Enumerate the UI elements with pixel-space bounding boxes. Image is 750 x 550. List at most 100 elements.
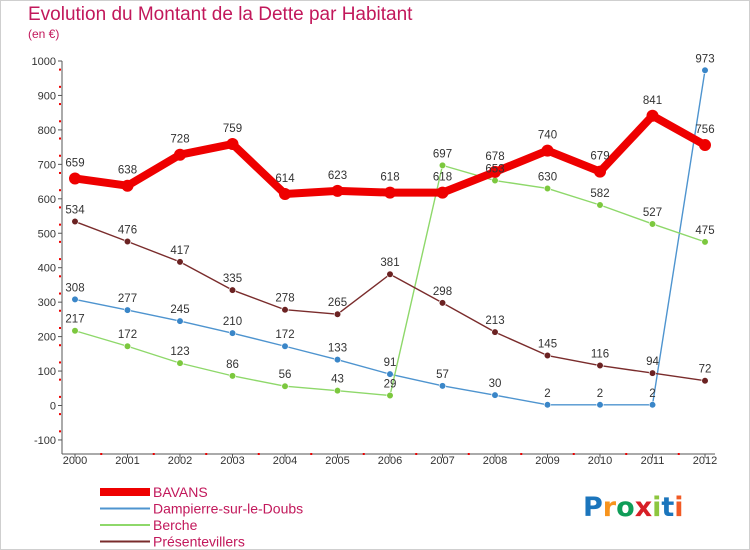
data-label: 417	[170, 245, 189, 257]
data-point	[543, 351, 552, 360]
data-point	[489, 165, 501, 178]
legend-label: BAVANS	[153, 484, 208, 500]
data-label: 57	[436, 369, 449, 381]
y-tick-label: -100	[34, 435, 56, 447]
data-point	[176, 317, 184, 325]
data-label: 623	[328, 170, 347, 182]
logo-letter: i	[674, 492, 683, 523]
data-label: 582	[590, 188, 609, 200]
x-minor-tick	[415, 453, 418, 455]
data-point	[226, 138, 239, 151]
data-point	[646, 109, 659, 122]
data-point	[281, 306, 289, 314]
data-label: 72	[699, 364, 712, 376]
data-label: 213	[485, 315, 504, 327]
data-point	[491, 391, 499, 399]
data-label: 697	[433, 148, 452, 160]
data-point	[701, 238, 709, 246]
logo-letter: o	[616, 492, 635, 523]
y-minor-tick	[59, 85, 61, 88]
x-tick-label: 2010	[588, 455, 612, 467]
y-minor-tick	[59, 361, 61, 364]
data-label: 91	[384, 357, 397, 369]
data-point	[543, 184, 552, 193]
data-label: 278	[275, 293, 294, 305]
logo-letter: r	[603, 492, 617, 523]
chart-legend: BAVANSDampierre-sur-le-DoubsBerchePrésen…	[100, 484, 303, 550]
data-point	[596, 361, 604, 370]
data-point	[648, 401, 657, 409]
y-minor-tick	[59, 68, 61, 71]
y-minor-tick	[59, 395, 61, 398]
legend-label: Dampierre-sur-le-Doubs	[153, 501, 303, 517]
data-point	[648, 369, 657, 377]
data-point	[384, 186, 396, 199]
y-minor-tick	[59, 223, 61, 226]
data-point	[121, 179, 134, 192]
y-minor-tick	[59, 120, 61, 123]
x-tick-label: 2006	[378, 455, 402, 467]
y-minor-tick	[59, 154, 61, 157]
legend-item: Dampierre-sur-le-Doubs	[100, 501, 303, 517]
x-tick-label: 2011	[641, 455, 665, 467]
x-minor-tick	[257, 453, 260, 455]
data-label: 245	[170, 304, 189, 316]
y-tick-label: 1000	[32, 56, 56, 68]
data-label: 94	[646, 356, 659, 368]
series-pr-sentevillers	[71, 217, 709, 385]
data-point	[699, 139, 711, 152]
x-minor-tick	[572, 453, 575, 455]
data-point	[491, 176, 499, 185]
data-label: 145	[538, 339, 557, 351]
y-tick-label: 500	[38, 228, 56, 240]
y-tick-label: 200	[38, 332, 56, 344]
legend-item: Berche	[100, 517, 198, 533]
x-tick-label: 2000	[63, 455, 87, 467]
data-point	[228, 286, 237, 294]
y-minor-tick	[59, 309, 61, 312]
legend-item: BAVANS	[100, 484, 208, 500]
data-label: 728	[170, 134, 189, 146]
data-point	[71, 217, 79, 226]
data-label: 618	[380, 172, 399, 184]
data-label: 29	[384, 379, 397, 391]
y-minor-tick	[59, 189, 61, 192]
data-label: 679	[590, 151, 609, 163]
y-tick-label: 400	[38, 263, 56, 275]
x-minor-tick	[467, 453, 470, 455]
data-label: 172	[118, 329, 137, 341]
legend-item: Présentevillers	[100, 534, 245, 550]
data-label: 527	[643, 207, 662, 219]
data-point	[176, 359, 184, 367]
data-label: 638	[118, 165, 137, 177]
data-label: 2	[544, 388, 550, 400]
data-point	[331, 184, 344, 197]
series-dampierre-sur-le-doubs	[71, 66, 709, 409]
x-minor-tick	[625, 453, 628, 455]
data-point	[386, 391, 394, 400]
data-label: 172	[275, 329, 294, 341]
data-point	[123, 342, 132, 350]
data-point	[438, 382, 447, 390]
x-minor-tick	[677, 453, 680, 455]
data-labels: 659 638 728 759 614 623 618 618 678 740 679 841 756 3…	[65, 53, 714, 400]
data-point	[701, 377, 709, 385]
data-label: 308	[65, 282, 84, 294]
data-label: 618	[433, 172, 452, 184]
data-label: 678	[485, 151, 504, 163]
x-tick-label: 2001	[115, 455, 139, 467]
y-minor-tick	[59, 275, 61, 278]
data-label: 630	[538, 171, 557, 183]
data-label: 133	[328, 343, 347, 355]
data-label: 43	[331, 374, 344, 386]
y-tick-label: 300	[38, 297, 56, 309]
data-label: 210	[223, 316, 242, 328]
y-tick-label: 800	[38, 125, 56, 137]
chart-title: Evolution du Montant de la Dette par Hab…	[28, 4, 413, 25]
y-tick-label: 600	[38, 194, 56, 206]
data-label: 475	[695, 225, 714, 237]
y-tick-label: 100	[38, 366, 56, 378]
data-point	[333, 356, 342, 364]
data-point	[543, 401, 552, 409]
x-tick-label: 2012	[693, 455, 717, 467]
